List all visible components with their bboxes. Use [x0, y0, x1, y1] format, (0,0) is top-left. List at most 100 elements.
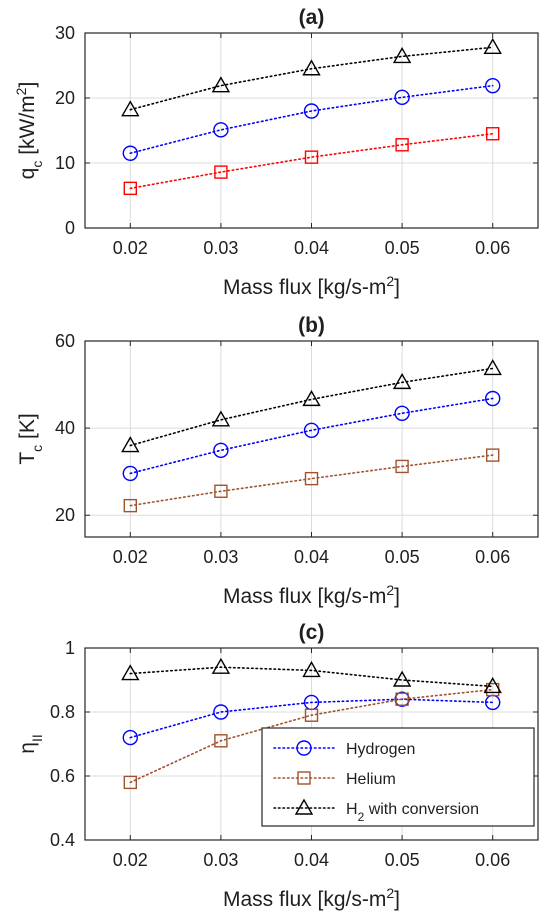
series-line — [129, 688, 494, 784]
triangle-marker — [483, 37, 502, 54]
y-tick-label: 0 — [65, 218, 75, 238]
data-series — [122, 390, 501, 482]
series-line — [129, 397, 494, 475]
triangle-marker — [121, 664, 140, 681]
data-series — [123, 448, 500, 513]
circle-marker — [485, 77, 501, 94]
square-marker — [123, 498, 138, 513]
x-tick-label: 0.04 — [294, 547, 329, 567]
x-tick-label: 0.02 — [113, 547, 148, 567]
square-marker — [214, 484, 228, 498]
triangle-marker — [483, 676, 502, 694]
x-tick-label: 0.05 — [385, 238, 420, 258]
data-series — [121, 37, 502, 117]
x-tick-label: 0.03 — [203, 850, 238, 870]
x-tick-label: 0.06 — [475, 850, 510, 870]
circle-marker — [303, 422, 320, 438]
square-marker — [304, 471, 319, 486]
y-axis-label: ηII — [16, 734, 45, 753]
data-series — [122, 691, 501, 746]
x-axis-label: Mass flux [kg/s-m2] — [223, 582, 400, 608]
circle-marker — [303, 103, 320, 119]
x-tick-label: 0.06 — [475, 547, 510, 567]
series-line — [129, 367, 494, 447]
triangle-marker — [211, 657, 231, 674]
y-tick-label: 30 — [55, 23, 75, 43]
y-tick-label: 10 — [55, 153, 75, 173]
triangle-marker — [483, 359, 502, 376]
y-axis-label: qc [kW/m2] — [13, 82, 45, 180]
y-tick-label: 0.6 — [50, 766, 75, 786]
x-axis-label: Mass flux [kg/s-m2] — [223, 273, 400, 299]
x-tick-label: 0.04 — [294, 850, 329, 870]
data-series — [123, 127, 500, 196]
x-tick-label: 0.05 — [385, 547, 420, 567]
square-marker — [214, 734, 228, 748]
legend: Hydrogen Helium H2 with conversion — [261, 727, 535, 827]
square-marker — [395, 138, 409, 152]
y-tick-label: 20 — [55, 88, 75, 108]
legend-label: Helium — [346, 771, 396, 788]
legend-label: H2 with conversion — [346, 801, 479, 824]
square-marker — [304, 708, 319, 722]
square-marker — [395, 692, 409, 706]
triangle-marker — [392, 670, 412, 687]
legend-box — [261, 727, 535, 827]
x-tick-label: 0.03 — [203, 547, 238, 567]
circle-marker — [394, 89, 410, 106]
square-marker — [304, 150, 319, 164]
square-marker — [214, 165, 228, 179]
square-marker — [486, 127, 500, 141]
circle-marker — [296, 740, 312, 756]
panel-title: (a) — [299, 6, 325, 29]
triangle-marker — [211, 410, 231, 427]
x-tick-label: 0.02 — [113, 850, 148, 870]
x-tick-label: 0.06 — [475, 238, 510, 258]
square-marker — [123, 775, 138, 790]
circle-marker — [213, 442, 229, 459]
square-marker — [486, 448, 500, 462]
triangle-marker — [121, 100, 140, 117]
triangle-marker — [302, 59, 321, 76]
y-tick-label: 0.4 — [50, 830, 75, 850]
data-series — [123, 682, 500, 790]
circle-marker — [122, 145, 139, 161]
chart-panel: 0.02 0.03 0.04 0.05 0.06 20 40 60 (b) Mass flux [… — [16, 314, 539, 608]
triangle-marker — [211, 76, 231, 93]
circle-marker — [485, 390, 501, 407]
x-tick-label: 0.03 — [203, 238, 238, 258]
circle-marker — [213, 704, 229, 720]
circle-marker — [213, 122, 229, 138]
series-line — [129, 698, 494, 739]
series-line — [129, 132, 494, 190]
y-tick-label: 20 — [55, 505, 75, 525]
data-series — [121, 657, 502, 694]
triangle-marker — [302, 389, 321, 407]
x-tick-label: 0.02 — [113, 238, 148, 258]
circle-marker — [122, 465, 139, 482]
triangle-marker — [121, 436, 140, 453]
legend-label: Hydrogen — [346, 741, 415, 758]
x-tick-label: 0.05 — [385, 850, 420, 870]
triangle-marker — [392, 46, 412, 64]
data-series — [121, 359, 502, 453]
circle-marker — [394, 405, 410, 422]
y-axis-label: Tc [K] — [16, 413, 45, 464]
triangle-marker — [392, 372, 412, 390]
triangle-marker — [294, 798, 314, 815]
square-marker — [123, 181, 138, 196]
panel-title: (b) — [298, 314, 325, 337]
x-axis-label: Mass flux [kg/s-m2] — [223, 885, 400, 911]
series-line — [129, 46, 494, 111]
circle-marker — [122, 729, 139, 746]
panel-title: (c) — [299, 621, 325, 644]
series-line — [129, 666, 494, 688]
data-series — [122, 77, 501, 161]
square-marker — [395, 459, 409, 474]
chart-panel: 0.02 0.03 0.04 0.05 0.06 0.4 0.6 0.8 1 (c) Mass fl… — [16, 621, 539, 911]
chart-panel: 0.02 0.03 0.04 0.05 0.06 0 10 20 30 (a) Mass flux … — [13, 6, 539, 299]
square-marker — [297, 771, 311, 785]
y-tick-label: 40 — [55, 418, 75, 438]
x-tick-label: 0.04 — [294, 238, 329, 258]
